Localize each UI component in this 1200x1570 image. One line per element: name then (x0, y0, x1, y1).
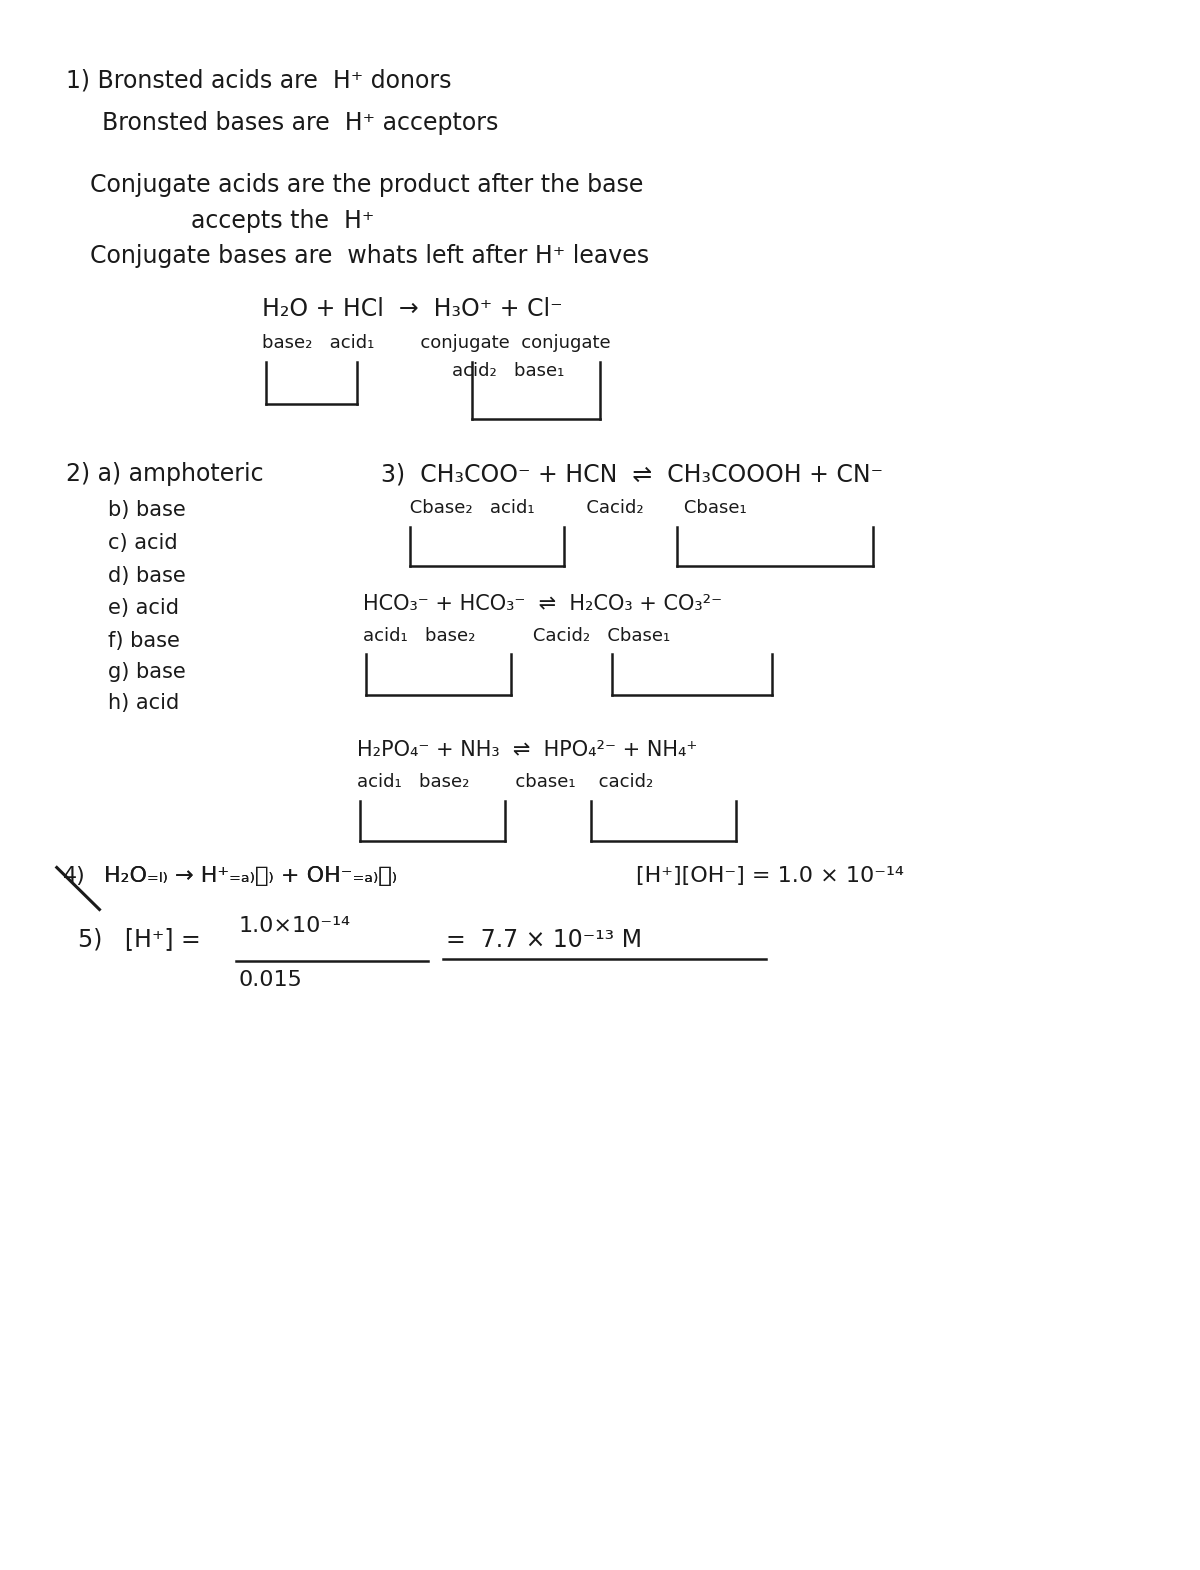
Text: H₂O + HCl  →  H₃O⁺ + Cl⁻: H₂O + HCl → H₃O⁺ + Cl⁻ (262, 297, 563, 322)
Text: accepts the  H⁺: accepts the H⁺ (191, 209, 374, 232)
Text: c) acid: c) acid (108, 534, 178, 553)
Text: HCO₃⁻ + HCO₃⁻  ⇌  H₂CO₃ + CO₃²⁻: HCO₃⁻ + HCO₃⁻ ⇌ H₂CO₃ + CO₃²⁻ (362, 593, 722, 614)
Text: Conjugate bases are  whats left after H⁺ leaves: Conjugate bases are whats left after H⁺ … (90, 245, 649, 268)
Text: H₂O₌ₗ₎ → H⁺₌ₐ₎₏₎ + OH⁻₌ₐ₎₏₎: H₂O₌ₗ₎ → H⁺₌ₐ₎₏₎ + OH⁻₌ₐ₎₏₎ (104, 867, 397, 885)
Text: Cbase₂   acid₁         Cacid₂       Cbase₁: Cbase₂ acid₁ Cacid₂ Cbase₁ (380, 499, 746, 518)
Text: d) base: d) base (108, 565, 186, 586)
Text: H₂O₌ₗ₎ → H⁺₌ₐ₎₏₎ + OH⁻₌ₐ₎₏₎: H₂O₌ₗ₎ → H⁺₌ₐ₎₏₎ + OH⁻₌ₐ₎₏₎ (104, 867, 397, 885)
Text: H₂PO₄⁻ + NH₃  ⇌  HPO₄²⁻ + NH₄⁺: H₂PO₄⁻ + NH₃ ⇌ HPO₄²⁻ + NH₄⁺ (356, 739, 697, 760)
Text: h) acid: h) acid (108, 694, 179, 713)
Text: 1.0×10⁻¹⁴: 1.0×10⁻¹⁴ (239, 915, 350, 936)
Text: base₂   acid₁        conjugate  conjugate: base₂ acid₁ conjugate conjugate (262, 334, 611, 352)
Text: 4): 4) (62, 867, 85, 885)
Text: acid₁   base₂        cbase₁    cacid₂: acid₁ base₂ cbase₁ cacid₂ (356, 772, 653, 791)
Text: f) base: f) base (108, 631, 180, 652)
Text: g) base: g) base (108, 663, 186, 683)
Text: Bronsted bases are  H⁺ acceptors: Bronsted bases are H⁺ acceptors (102, 110, 498, 135)
Text: 3)  CH₃COO⁻ + HCN  ⇌  CH₃COOOH + CN⁻: 3) CH₃COO⁻ + HCN ⇌ CH₃COOOH + CN⁻ (380, 462, 883, 487)
Text: e) acid: e) acid (108, 598, 179, 619)
Text: 0.015: 0.015 (239, 970, 302, 991)
Text: acid₂   base₁: acid₂ base₁ (451, 363, 564, 380)
Text: [H⁺][OH⁻] = 1.0 × 10⁻¹⁴: [H⁺][OH⁻] = 1.0 × 10⁻¹⁴ (636, 867, 904, 885)
Text: acid₁   base₂          Cacid₂   Cbase₁: acid₁ base₂ Cacid₂ Cbase₁ (362, 626, 670, 645)
Text: b) base: b) base (108, 501, 186, 521)
Text: Conjugate acids are the product after the base: Conjugate acids are the product after th… (90, 173, 643, 196)
Text: 5)   [H⁺] =: 5) [H⁺] = (78, 928, 200, 951)
Text: =  7.7 × 10⁻¹³ M: = 7.7 × 10⁻¹³ M (446, 928, 642, 951)
Text: 2) a) amphoteric: 2) a) amphoteric (66, 462, 264, 487)
Text: 1) Bronsted acids are  H⁺ donors: 1) Bronsted acids are H⁺ donors (66, 69, 451, 93)
